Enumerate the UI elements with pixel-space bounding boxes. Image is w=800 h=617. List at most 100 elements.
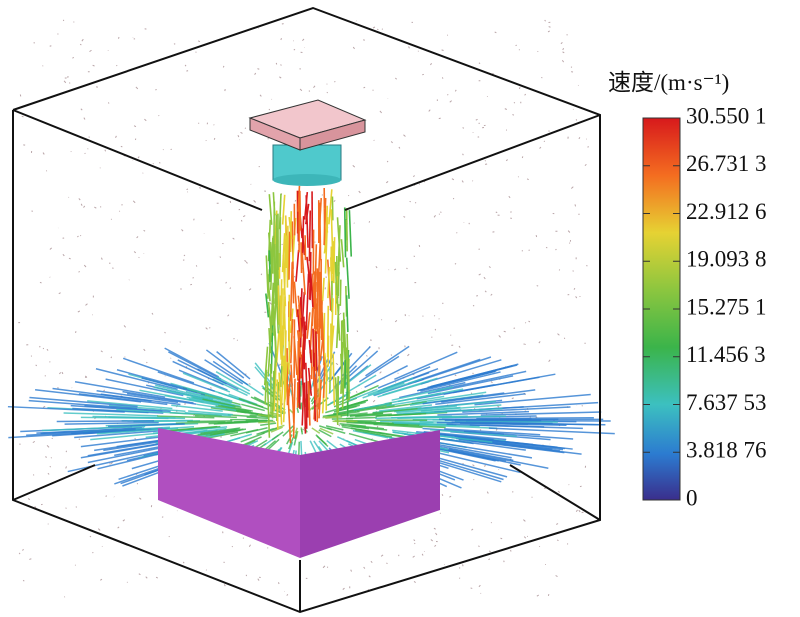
flow-streak	[318, 429, 332, 438]
flow-speck	[442, 302, 444, 305]
flow-streak	[194, 414, 237, 419]
jet-streak	[315, 331, 318, 371]
jet-streak	[263, 346, 269, 386]
flow-streak	[418, 424, 498, 430]
flow-speck	[521, 156, 524, 159]
flow-speck	[145, 576, 148, 579]
flow-speck	[579, 485, 582, 488]
flow-speck	[229, 287, 232, 290]
flow-speck	[143, 348, 146, 352]
flow-speck	[151, 312, 154, 315]
jet-streak	[317, 240, 322, 291]
flow-speck	[403, 215, 406, 218]
flow-speck	[430, 539, 434, 542]
flow-speck	[137, 156, 140, 159]
flow-streak	[72, 407, 164, 414]
flow-streak	[202, 398, 242, 409]
flow-speck	[299, 88, 303, 92]
flow-speck	[132, 200, 136, 204]
jet-streak	[290, 364, 295, 423]
flow-speck	[181, 229, 184, 232]
flow-streak	[157, 415, 215, 419]
flow-streak	[70, 404, 163, 413]
flow-streak	[108, 423, 185, 428]
jet-streak	[318, 379, 322, 419]
flow-speck	[358, 190, 361, 194]
flow-speck	[138, 573, 141, 576]
nozzle	[248, 99, 367, 186]
cube-edge	[509, 464, 601, 521]
flow-speck	[269, 302, 272, 305]
flow-speck	[77, 310, 81, 313]
flow-speck	[254, 72, 257, 75]
flow-speck	[222, 65, 225, 68]
flow-speck	[434, 544, 437, 547]
flow-streak	[64, 421, 159, 425]
flow-speck	[29, 558, 32, 560]
flow-speck	[58, 292, 61, 295]
flow-speck	[587, 146, 589, 148]
flow-streak	[230, 428, 259, 437]
colorbar-title: 速度/(m·s⁻¹)	[608, 70, 729, 95]
jet-streak	[283, 239, 287, 295]
flow-speck	[394, 77, 398, 80]
flow-streak	[332, 420, 355, 423]
flow-speck	[186, 188, 189, 191]
flow-streak	[435, 393, 526, 406]
flow-speck	[68, 82, 71, 84]
flow-speck	[441, 494, 444, 496]
jet-streak	[300, 291, 306, 337]
flow-speck	[75, 506, 78, 508]
flow-speck	[186, 70, 189, 72]
flow-streak	[185, 390, 232, 404]
flow-streak	[474, 393, 591, 406]
flow-streak	[296, 407, 300, 413]
flow-streak	[353, 402, 390, 411]
flow-speck	[370, 560, 373, 564]
jet-streak	[304, 362, 309, 418]
flow-speck	[458, 345, 461, 348]
flow-speck	[526, 178, 529, 181]
flow-streak	[444, 428, 541, 436]
flow-speck	[435, 532, 438, 536]
flow-speck	[338, 424, 341, 427]
flow-speck	[472, 464, 475, 467]
flow-speck	[280, 64, 282, 66]
flow-speck	[421, 553, 424, 556]
flow-speck	[83, 264, 87, 268]
jet-streak	[266, 381, 271, 438]
flow-speck	[567, 230, 571, 233]
flow-streak	[325, 416, 343, 419]
flow-speck	[414, 542, 416, 545]
flow-speck	[413, 580, 416, 583]
flow-speck	[380, 554, 384, 557]
flow-speck	[21, 115, 24, 118]
flow-speck	[441, 49, 444, 51]
flow-speck	[511, 397, 514, 400]
flow-speck	[245, 261, 248, 264]
flow-streak	[246, 416, 269, 420]
flow-speck	[557, 333, 560, 336]
flow-speck	[322, 565, 326, 569]
jet-streak	[281, 233, 286, 273]
flow-streak	[187, 420, 233, 423]
jet-streak	[271, 370, 275, 419]
flow-speck	[47, 472, 50, 475]
cube-edge	[12, 464, 96, 501]
flow-speck	[339, 312, 342, 315]
flow-speck	[578, 509, 581, 513]
flow-speck	[42, 405, 46, 408]
flow-speck	[133, 251, 137, 254]
flow-speck	[484, 160, 486, 162]
flow-speck	[536, 285, 539, 287]
flow-streak	[377, 366, 431, 389]
flow-streak	[8, 429, 126, 439]
flow-speck	[80, 203, 83, 206]
flow-streak	[325, 425, 344, 431]
flow-speck	[352, 165, 356, 168]
flow-speck	[441, 77, 444, 79]
flow-streak	[250, 396, 271, 407]
jet-streak	[301, 383, 305, 426]
flow-speck	[58, 372, 62, 375]
flow-streak	[391, 386, 453, 401]
